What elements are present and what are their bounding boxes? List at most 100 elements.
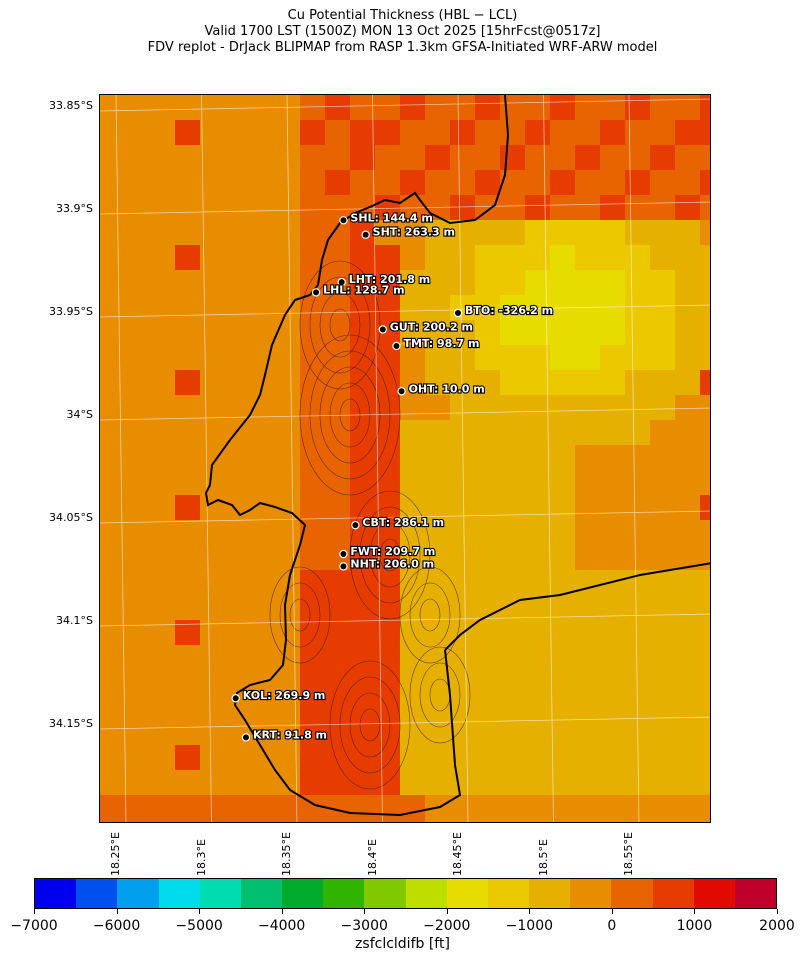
raster-cell xyxy=(125,570,151,596)
raster-cell xyxy=(325,770,351,796)
raster-cell xyxy=(675,295,701,321)
raster-cell xyxy=(375,95,401,121)
raster-cell xyxy=(450,170,476,196)
raster-cell xyxy=(625,245,651,271)
raster-cell xyxy=(350,445,376,471)
raster-cell xyxy=(350,195,376,221)
raster-cell xyxy=(675,470,701,496)
raster-cell xyxy=(125,795,151,821)
parallel-line xyxy=(100,98,710,112)
raster-cell xyxy=(500,220,526,246)
raster-cell xyxy=(150,195,176,221)
raster-cell xyxy=(625,820,651,822)
colorbar-tick-label: −1000 xyxy=(505,918,554,934)
raster-cell xyxy=(375,745,401,771)
raster-cell xyxy=(150,345,176,371)
raster-cell xyxy=(475,670,501,696)
raster-cell xyxy=(525,645,551,671)
raster-cell xyxy=(100,670,126,696)
raster-cell xyxy=(200,470,226,496)
raster-cell xyxy=(375,445,401,471)
contour-line xyxy=(319,366,381,464)
raster-cell xyxy=(500,470,526,496)
colorbar-cell xyxy=(76,879,118,908)
raster-cell xyxy=(350,570,376,596)
raster-cell xyxy=(625,170,651,196)
raster-cell xyxy=(225,245,251,271)
colorbar-cell xyxy=(693,879,735,908)
raster-cell xyxy=(225,820,251,822)
raster-cell xyxy=(525,145,551,171)
longitude-label: 18.3°E xyxy=(194,839,208,876)
station-marker: LHT: 201.8 m xyxy=(337,272,431,287)
raster-cell xyxy=(250,695,276,721)
raster-cell xyxy=(275,420,301,446)
raster-cell xyxy=(200,95,226,121)
raster-cell xyxy=(125,445,151,471)
raster-cell xyxy=(275,220,301,246)
raster-cell xyxy=(650,520,676,546)
raster-cell xyxy=(450,245,476,271)
raster-cell xyxy=(250,220,276,246)
latitude-label: 33.95°S xyxy=(49,305,93,318)
raster-cell xyxy=(575,695,601,721)
raster-cell xyxy=(625,345,651,371)
raster-cell xyxy=(450,570,476,596)
raster-cell xyxy=(325,145,351,171)
raster-cell xyxy=(475,770,501,796)
raster-cell xyxy=(600,470,626,496)
raster-cell xyxy=(625,270,651,296)
raster-cell xyxy=(400,445,426,471)
raster-cell xyxy=(200,195,226,221)
raster-cell xyxy=(700,320,710,346)
raster-cell xyxy=(225,620,251,646)
raster-cell xyxy=(350,670,376,696)
raster-cell xyxy=(100,145,126,171)
raster-cell xyxy=(175,470,201,496)
raster-cell xyxy=(425,320,451,346)
raster-cell xyxy=(125,720,151,746)
raster-cell xyxy=(175,670,201,696)
raster-cell xyxy=(300,820,326,822)
raster-cell xyxy=(450,120,476,146)
raster-cell xyxy=(600,370,626,396)
raster-cell xyxy=(250,120,276,146)
colorbar-tick-label: −2000 xyxy=(423,918,471,934)
raster-cell xyxy=(275,595,301,621)
raster-cell xyxy=(300,645,326,671)
coastline-path xyxy=(444,562,710,651)
meridian-line xyxy=(115,95,127,822)
raster-cell xyxy=(175,695,201,721)
raster-cell xyxy=(175,120,201,146)
raster-cell xyxy=(250,245,276,271)
raster-cell xyxy=(300,295,326,321)
raster-cell xyxy=(525,745,551,771)
raster-cell xyxy=(475,220,501,246)
raster-cell xyxy=(575,170,601,196)
raster-cell xyxy=(450,345,476,371)
raster-cell xyxy=(575,570,601,596)
raster-cell xyxy=(700,595,710,621)
raster-cell xyxy=(400,345,426,371)
raster-cell xyxy=(350,120,376,146)
raster-cell xyxy=(125,320,151,346)
raster-cell xyxy=(375,670,401,696)
raster-cell xyxy=(175,270,201,296)
raster-cell xyxy=(650,420,676,446)
raster-cell xyxy=(700,745,710,771)
raster-cell xyxy=(525,220,551,246)
raster-cell xyxy=(575,420,601,446)
raster-cell xyxy=(475,470,501,496)
raster-cell xyxy=(375,720,401,746)
meridian-line xyxy=(628,95,640,822)
raster-cell xyxy=(300,445,326,471)
raster-cell xyxy=(150,270,176,296)
raster-cell xyxy=(200,595,226,621)
raster-cell xyxy=(300,670,326,696)
raster-cell xyxy=(600,720,626,746)
raster-cell xyxy=(150,620,176,646)
raster-cell xyxy=(550,595,576,621)
raster-cell xyxy=(175,720,201,746)
raster-cell xyxy=(250,545,276,571)
longitude-label: 18.45°E xyxy=(451,832,464,876)
